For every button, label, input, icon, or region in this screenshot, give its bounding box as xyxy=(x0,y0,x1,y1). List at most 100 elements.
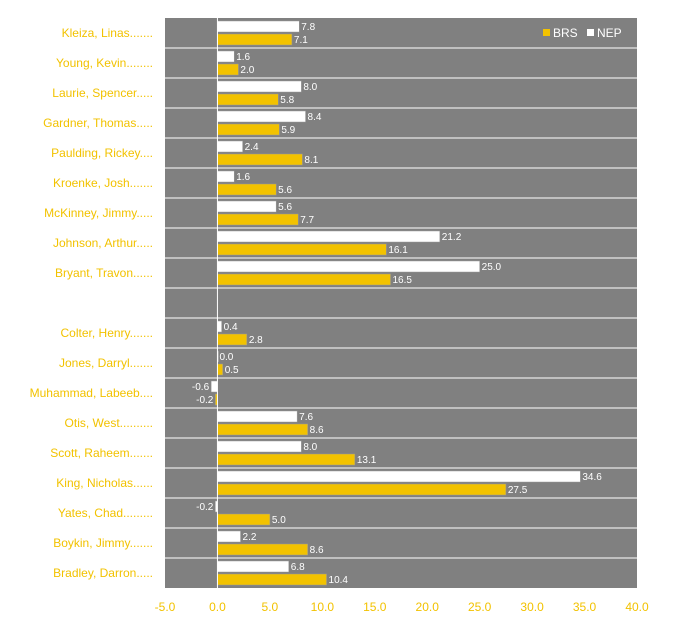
bar-brs xyxy=(217,273,391,286)
bar-nep xyxy=(217,530,241,543)
bar-brs xyxy=(217,63,239,76)
bar-brs xyxy=(217,363,223,376)
value-label-nep: 25.0 xyxy=(482,262,502,273)
legend-label-nep: NEP xyxy=(597,26,622,40)
x-tick-label: 40.0 xyxy=(625,600,649,614)
value-label-brs: 0.5 xyxy=(225,365,239,376)
value-label-brs: 7.1 xyxy=(294,35,308,46)
bar-brs xyxy=(217,33,293,46)
value-label-brs: 5.9 xyxy=(281,125,295,136)
legend-label-brs: BRS xyxy=(553,26,578,40)
bar-brs xyxy=(217,483,507,496)
bar-nep xyxy=(217,230,441,243)
value-label-nep: 8.4 xyxy=(308,112,322,123)
value-label-brs: 8.6 xyxy=(310,545,324,556)
category-label: Colter, Henry....... xyxy=(61,326,153,340)
value-label-nep: 6.8 xyxy=(291,562,305,573)
x-tick-label: 15.0 xyxy=(363,600,387,614)
x-tick-label: 10.0 xyxy=(311,600,335,614)
value-label-nep: 1.6 xyxy=(236,52,250,63)
category-label: Boykin, Jimmy....... xyxy=(53,536,153,550)
bar-nep xyxy=(217,320,222,333)
value-label-brs: -0.2 xyxy=(196,395,214,406)
category-label: Jones, Darryl....... xyxy=(59,356,153,370)
x-tick-label: 35.0 xyxy=(573,600,597,614)
bar-nep xyxy=(217,50,235,63)
bar-nep xyxy=(217,140,243,153)
value-label-nep: 0.0 xyxy=(219,352,233,363)
value-label-nep: 7.6 xyxy=(299,412,313,423)
bar-brs xyxy=(217,183,277,196)
value-label-nep: 8.0 xyxy=(303,82,317,93)
value-label-nep: 7.8 xyxy=(301,22,315,33)
bar-nep xyxy=(217,560,290,573)
value-label-brs: 16.1 xyxy=(388,245,408,256)
value-label-brs: 2.0 xyxy=(240,65,254,76)
legend: BRS NEP xyxy=(543,26,622,40)
x-tick-label: -5.0 xyxy=(155,600,176,614)
value-label-nep: 1.6 xyxy=(236,172,250,183)
bar-brs xyxy=(217,513,271,526)
bar-brs xyxy=(217,213,299,226)
x-tick-label: 30.0 xyxy=(520,600,544,614)
bars-group xyxy=(210,20,581,586)
value-label-brs: 5.6 xyxy=(278,185,292,196)
bar-nep xyxy=(217,200,277,213)
bar-nep xyxy=(217,470,581,483)
value-label-brs: 27.5 xyxy=(508,485,528,496)
bar-nep xyxy=(210,380,218,393)
value-label-brs: 10.4 xyxy=(329,575,349,586)
category-label: Laurie, Spencer..... xyxy=(52,86,153,100)
row-separators xyxy=(165,47,637,559)
value-label-brs: 13.1 xyxy=(357,455,377,466)
bar-brs xyxy=(217,543,308,556)
value-label-nep: 21.2 xyxy=(442,232,462,243)
category-label: McKinney, Jimmy..... xyxy=(44,206,153,220)
category-labels: Kleiza, Linas....... Young, Kevin........… xyxy=(30,26,153,580)
bar-brs xyxy=(217,153,303,166)
category-label: Bradley, Darron..... xyxy=(53,566,153,580)
legend-swatch-brs xyxy=(543,29,550,36)
category-label: Bryant, Travon...... xyxy=(55,266,153,280)
bar-brs xyxy=(217,333,248,346)
category-label: Otis, West.......... xyxy=(65,416,153,430)
value-label-nep: 8.0 xyxy=(303,442,317,453)
value-label-nep: 5.6 xyxy=(278,202,292,213)
category-label: Young, Kevin........ xyxy=(56,56,153,70)
value-label-brs: 8.1 xyxy=(304,155,318,166)
bar-nep xyxy=(217,440,302,453)
value-label-nep: 2.4 xyxy=(245,142,259,153)
category-label: Muhammad, Labeeb.... xyxy=(30,386,153,400)
value-label-nep: -0.6 xyxy=(192,382,210,393)
value-label-brs: 7.7 xyxy=(300,215,314,226)
bar-brs xyxy=(217,93,279,106)
category-label: Kroenke, Josh....... xyxy=(53,176,153,190)
bar-brs xyxy=(217,243,387,256)
value-labels: 7.8 7.1 1.6 2.0 8.0 5.8 8.4 5.9 2.4 8.1 1.6 5.6 5.6 7… xyxy=(192,22,602,586)
x-tick-label: 25.0 xyxy=(468,600,492,614)
category-label: Yates, Chad......... xyxy=(58,506,153,520)
x-axis-tick-labels: -5.0 0.0 5.0 10.0 15.0 20.0 25.0 30.0 35.0 40.0 xyxy=(155,600,649,614)
bar-nep xyxy=(217,410,298,423)
category-label: Scott, Raheem....... xyxy=(50,446,153,460)
value-label-brs: 2.8 xyxy=(249,335,263,346)
bar-brs xyxy=(217,123,280,136)
category-label: Kleiza, Linas....... xyxy=(62,26,153,40)
bar-brs xyxy=(217,423,308,436)
bar-nep xyxy=(217,20,300,33)
category-label: Johnson, Arthur..... xyxy=(53,236,153,250)
x-tick-label: 20.0 xyxy=(416,600,440,614)
bar-nep xyxy=(217,170,235,183)
x-tick-label: 0.0 xyxy=(209,600,226,614)
bar-nep xyxy=(217,110,306,123)
category-label: Gardner, Thomas..... xyxy=(43,116,153,130)
value-label-nep: 0.4 xyxy=(224,322,238,333)
category-label: King, Nicholas...... xyxy=(56,476,153,490)
bar-brs xyxy=(217,453,356,466)
bar-nep xyxy=(217,260,480,273)
x-tick-label: 5.0 xyxy=(262,600,279,614)
value-label-brs: 5.0 xyxy=(272,515,286,526)
legend-swatch-nep xyxy=(587,29,594,36)
value-label-nep: 34.6 xyxy=(582,472,602,483)
